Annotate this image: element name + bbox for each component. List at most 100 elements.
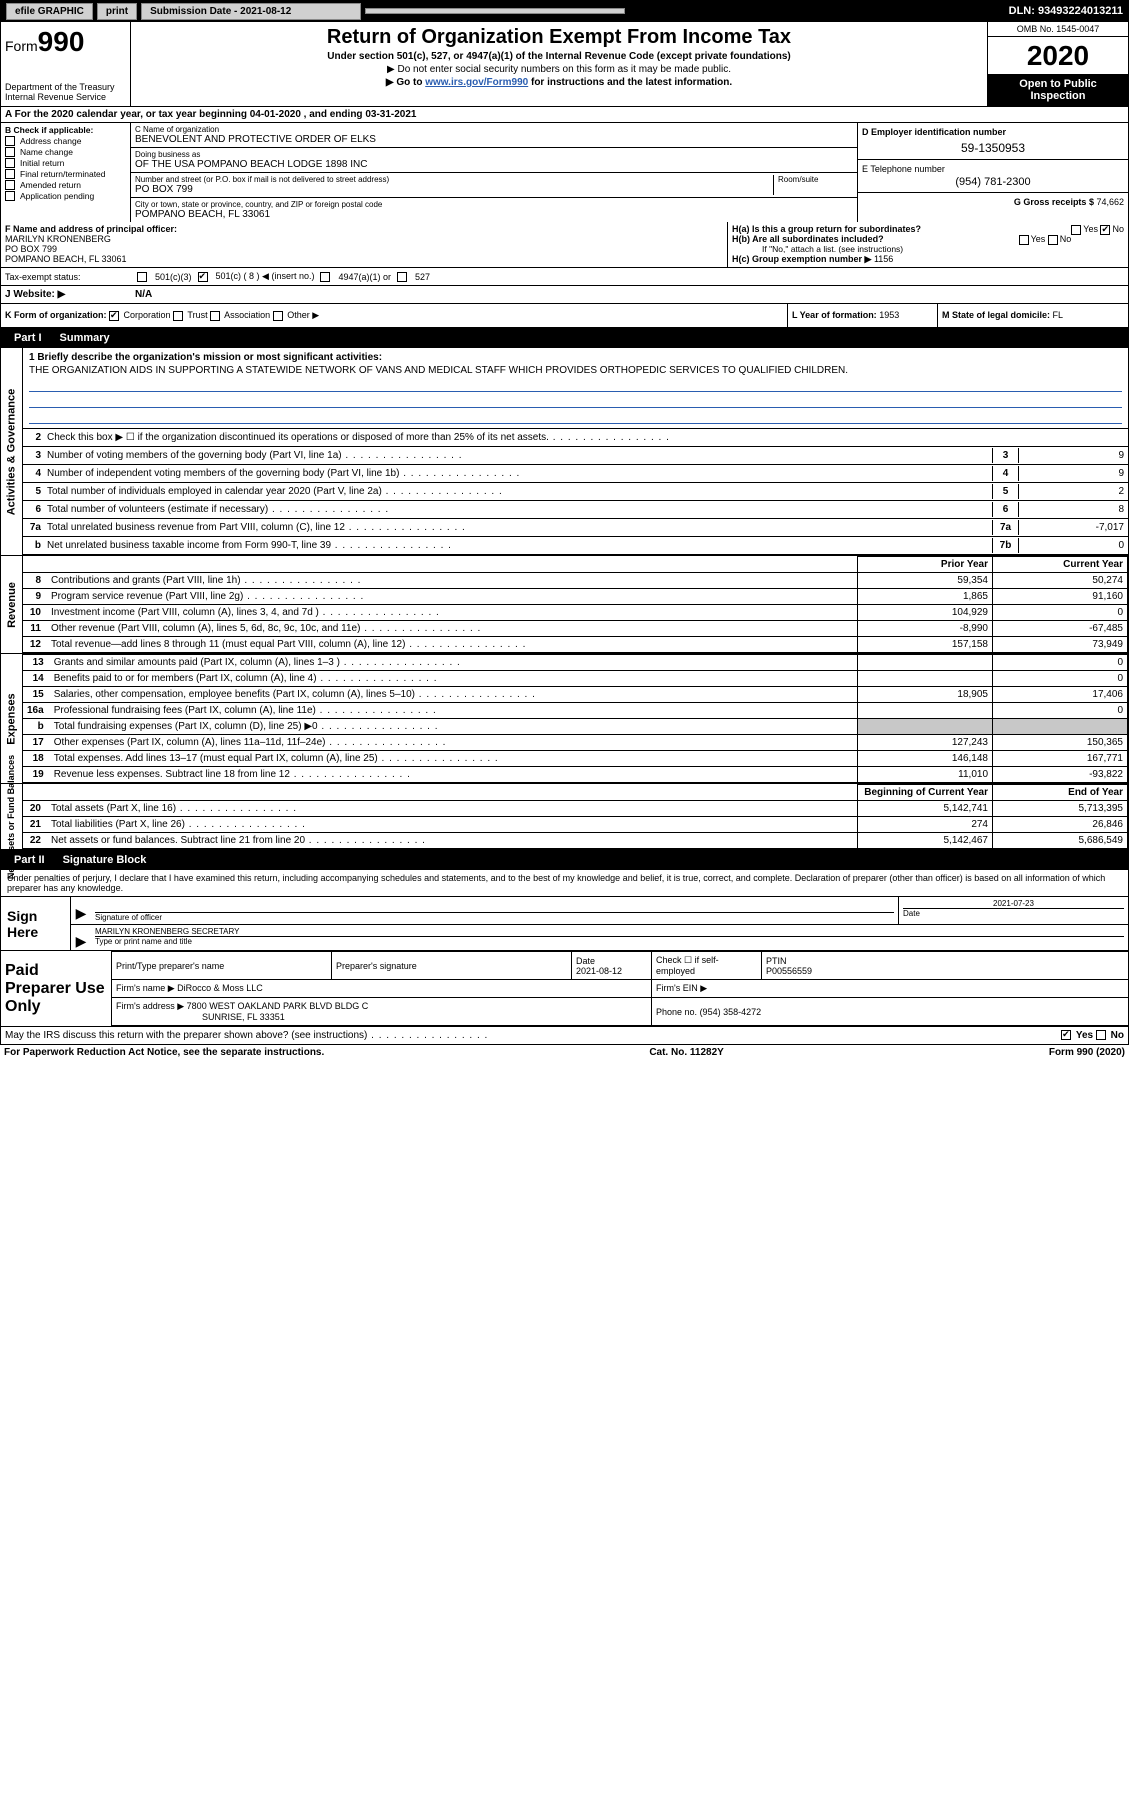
- dln-text: DLN: 93493224013211: [1009, 5, 1123, 17]
- line-box: 6: [992, 502, 1018, 517]
- irs-link[interactable]: www.irs.gov/Form990: [425, 77, 528, 88]
- i-label: Tax-exempt status:: [5, 272, 131, 282]
- efile-graphic-button[interactable]: efile GRAPHIC: [6, 3, 93, 20]
- checkbox-icon[interactable]: [137, 272, 147, 282]
- ein-label: D Employer identification number: [862, 127, 1124, 137]
- chk-initial-return[interactable]: Initial return: [5, 158, 126, 168]
- line-num: 10: [23, 605, 47, 621]
- summary-line: 4 Number of independent voting members o…: [23, 465, 1128, 483]
- fin-row: 13 Grants and similar amounts paid (Part…: [23, 655, 1128, 671]
- irs-label: Internal Revenue Service: [5, 92, 126, 102]
- line-desc: Salaries, other compensation, employee b…: [50, 687, 858, 703]
- activities-content: 1 Briefly describe the organization's mi…: [23, 348, 1128, 555]
- footer-row: For Paperwork Reduction Act Notice, see …: [0, 1045, 1129, 1060]
- line-box: 7a: [992, 520, 1018, 535]
- 501c-insert: 501(c) ( 8 ) ◀ (insert no.): [216, 271, 315, 282]
- blank-button[interactable]: [365, 8, 625, 14]
- part-1-title: Summary: [60, 332, 110, 344]
- rot-net-text: Net Assets or Fund Balances: [7, 754, 17, 878]
- revenue-content: Prior Year Current Year 8 Contributions …: [23, 556, 1128, 653]
- ein-box: D Employer identification number 59-1350…: [858, 123, 1128, 160]
- checkbox-icon[interactable]: [109, 311, 119, 321]
- klm-row: K Form of organization: Corporation Trus…: [0, 304, 1129, 328]
- line-desc: Total revenue—add lines 8 through 11 (mu…: [47, 637, 858, 653]
- current-year-value: 5,713,395: [993, 801, 1128, 817]
- line-num: 12: [23, 637, 47, 653]
- chk-label: Name change: [20, 147, 73, 157]
- checkbox-icon[interactable]: [5, 180, 15, 190]
- line-desc: Total expenses. Add lines 13–17 (must eq…: [50, 751, 858, 767]
- chk-application-pending[interactable]: Application pending: [5, 191, 126, 201]
- prior-year-value: 104,929: [858, 605, 993, 621]
- k-other: Other ▶: [287, 310, 319, 320]
- checkbox-icon[interactable]: [5, 158, 15, 168]
- checkbox-icon[interactable]: [1019, 235, 1029, 245]
- current-year-value: 91,160: [993, 589, 1128, 605]
- checkbox-icon[interactable]: [273, 311, 283, 321]
- checkbox-icon[interactable]: [5, 169, 15, 179]
- fin-row: 18 Total expenses. Add lines 13–17 (must…: [23, 751, 1128, 767]
- checkbox-icon[interactable]: [320, 272, 330, 282]
- chk-address-change[interactable]: Address change: [5, 136, 126, 146]
- checkbox-icon[interactable]: [1048, 235, 1058, 245]
- chk-name-change[interactable]: Name change: [5, 147, 126, 157]
- chk-label: Address change: [20, 136, 81, 146]
- sig-date-value: 2021-07-23: [903, 899, 1124, 908]
- line-desc: Grants and similar amounts paid (Part IX…: [50, 655, 858, 671]
- fin-row: 16a Professional fundraising fees (Part …: [23, 703, 1128, 719]
- checkbox-icon[interactable]: [397, 272, 407, 282]
- checkbox-icon[interactable]: [210, 311, 220, 321]
- fin-row: 21 Total liabilities (Part X, line 26) 2…: [23, 817, 1128, 833]
- m-state: M State of legal domicile: FL: [938, 304, 1128, 327]
- rot-expenses-text: Expenses: [6, 693, 18, 744]
- ha-label: H(a) Is this a group return for subordin…: [732, 224, 921, 234]
- checkbox-icon[interactable]: [1061, 1030, 1071, 1040]
- col-c-org-info: C Name of organization BENEVOLENT AND PR…: [131, 123, 858, 222]
- line-value: 9: [1018, 448, 1128, 463]
- underline: [29, 396, 1122, 408]
- print-button[interactable]: print: [97, 3, 137, 20]
- line-value: 9: [1018, 466, 1128, 481]
- footer-right: Form 990 (2020): [1049, 1047, 1125, 1058]
- part-2-header: Part II Signature Block: [0, 850, 1129, 870]
- current-year-value: 0: [993, 655, 1128, 671]
- checkbox-icon[interactable]: [5, 136, 15, 146]
- footer-left: For Paperwork Reduction Act Notice, see …: [4, 1047, 324, 1058]
- prep-date-cell: Date2021-08-12: [572, 952, 652, 980]
- checkbox-icon[interactable]: [5, 191, 15, 201]
- checkbox-icon[interactable]: [1096, 1030, 1106, 1040]
- city-value: POMPANO BEACH, FL 33061: [135, 209, 853, 220]
- beginning-year-header: Beginning of Current Year: [858, 785, 993, 801]
- line-num: 18: [23, 751, 50, 767]
- prep-sig-cell: Preparer's signature: [332, 952, 572, 980]
- checkbox-icon[interactable]: [5, 147, 15, 157]
- line-desc: Other expenses (Part IX, column (A), lin…: [50, 735, 858, 751]
- chk-final-return[interactable]: Final return/terminated: [5, 169, 126, 179]
- officer-signature-field[interactable]: Signature of officer: [91, 897, 898, 924]
- m-label: M State of legal domicile:: [942, 310, 1050, 320]
- rot-revenue: Revenue: [1, 556, 23, 653]
- prior-year-value: -8,990: [858, 621, 993, 637]
- checkbox-icon[interactable]: [1071, 225, 1081, 235]
- 501c3: 501(c)(3): [155, 272, 192, 282]
- line-num: 22: [23, 833, 47, 849]
- type-print-label: Type or print name and title: [95, 936, 1124, 946]
- line-num: 19: [23, 767, 50, 783]
- end-year-header: End of Year: [993, 785, 1128, 801]
- chk-amended[interactable]: Amended return: [5, 180, 126, 190]
- checkbox-icon[interactable]: [198, 272, 208, 282]
- no-label: No: [1060, 234, 1072, 244]
- form-title: Return of Organization Exempt From Incom…: [137, 26, 981, 49]
- fin-row: 10 Investment income (Part VIII, column …: [23, 605, 1128, 621]
- checkbox-icon[interactable]: [1100, 225, 1110, 235]
- submission-date-button[interactable]: Submission Date - 2021-08-12: [141, 3, 361, 20]
- current-year-value: 0: [993, 703, 1128, 719]
- prior-year-value: [858, 703, 993, 719]
- f-addr1: PO BOX 799: [5, 244, 723, 254]
- phone-label: E Telephone number: [862, 164, 1124, 174]
- checkbox-icon[interactable]: [173, 311, 183, 321]
- header-center: Return of Organization Exempt From Incom…: [131, 22, 988, 106]
- yes-label: Yes: [1031, 234, 1046, 244]
- rot-net-assets: Net Assets or Fund Balances: [1, 784, 23, 849]
- f-label: F Name and address of principal officer:: [5, 224, 723, 234]
